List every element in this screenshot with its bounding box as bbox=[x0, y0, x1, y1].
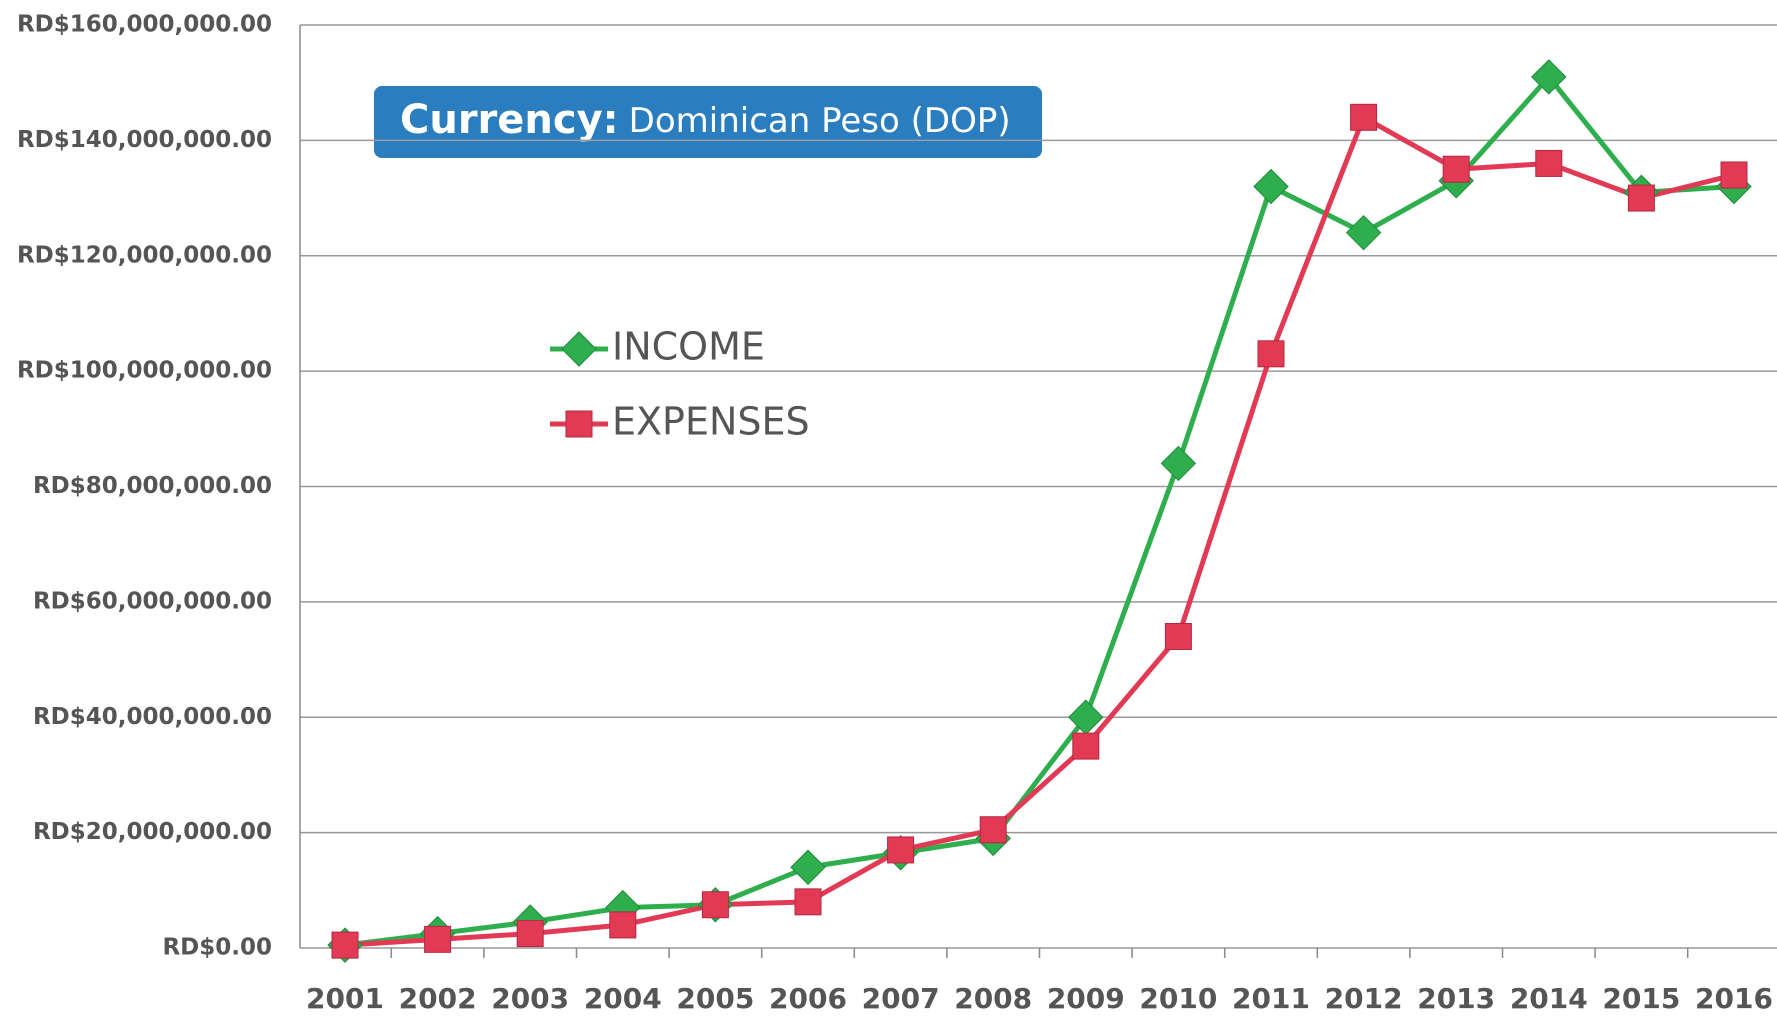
data-point bbox=[1720, 161, 1748, 189]
series-line bbox=[344, 73, 1735, 948]
y-tick-label: RD$20,000,000.00 bbox=[33, 819, 272, 845]
x-tick-label: 2005 bbox=[676, 982, 754, 1015]
x-tick-label: 2015 bbox=[1602, 982, 1680, 1015]
data-point bbox=[1345, 214, 1382, 251]
data-point bbox=[1627, 184, 1655, 212]
data-point bbox=[1164, 622, 1192, 650]
x-tick-label: 2009 bbox=[1047, 982, 1125, 1015]
data-point bbox=[1442, 155, 1470, 183]
data-point bbox=[1535, 149, 1563, 177]
data-point bbox=[979, 816, 1007, 844]
data-point bbox=[790, 849, 826, 885]
legend-marker bbox=[561, 331, 597, 367]
data-point bbox=[424, 925, 452, 953]
x-tick-label: 2013 bbox=[1417, 982, 1495, 1015]
data-point bbox=[331, 931, 359, 959]
x-tick-label: 2002 bbox=[399, 982, 477, 1015]
data-point bbox=[1531, 59, 1567, 95]
x-tick-label: 2011 bbox=[1232, 982, 1310, 1015]
series-line bbox=[344, 113, 1735, 948]
data-point bbox=[1160, 445, 1197, 482]
y-tick-label: RD$120,000,000.00 bbox=[17, 242, 272, 268]
y-tick-label: RD$100,000,000.00 bbox=[17, 358, 272, 384]
x-tick-label: 2003 bbox=[491, 982, 569, 1015]
x-tick-label: 2006 bbox=[769, 982, 847, 1015]
x-tick-label: 2012 bbox=[1325, 982, 1403, 1015]
x-tick-label: 2014 bbox=[1510, 982, 1588, 1015]
data-point bbox=[1072, 732, 1100, 760]
y-tick-label: RD$160,000,000.00 bbox=[17, 12, 272, 38]
annotation-text: Dominican Peso (DOP) bbox=[629, 101, 1011, 141]
data-point bbox=[887, 836, 915, 864]
y-tick-label: RD$60,000,000.00 bbox=[33, 588, 272, 614]
legend-label: INCOME bbox=[612, 325, 765, 369]
legend-marker bbox=[565, 410, 593, 438]
data-point bbox=[609, 911, 637, 939]
data-point bbox=[794, 888, 822, 916]
x-tick-label: 2001 bbox=[306, 982, 384, 1015]
x-tick-label: 2007 bbox=[862, 982, 940, 1015]
annotation-label: Currency: bbox=[400, 97, 619, 143]
y-tick-label: RD$40,000,000.00 bbox=[33, 704, 272, 730]
x-tick-label: 2004 bbox=[584, 982, 662, 1015]
data-point bbox=[1253, 168, 1289, 205]
x-tick-label: 2008 bbox=[954, 982, 1032, 1015]
x-tick-label: 2016 bbox=[1695, 982, 1773, 1015]
y-tick-label: RD$140,000,000.00 bbox=[17, 127, 272, 153]
data-point bbox=[516, 920, 544, 948]
data-point bbox=[1350, 103, 1378, 131]
annotation: Currency: Dominican Peso (DOP) bbox=[400, 97, 1011, 143]
data-point bbox=[701, 891, 729, 919]
data-point bbox=[1257, 340, 1285, 368]
x-tick-label: 2010 bbox=[1139, 982, 1217, 1015]
legend-label: EXPENSES bbox=[612, 400, 810, 444]
y-tick-label: RD$0.00 bbox=[162, 935, 272, 961]
y-tick-label: RD$80,000,000.00 bbox=[33, 473, 272, 499]
